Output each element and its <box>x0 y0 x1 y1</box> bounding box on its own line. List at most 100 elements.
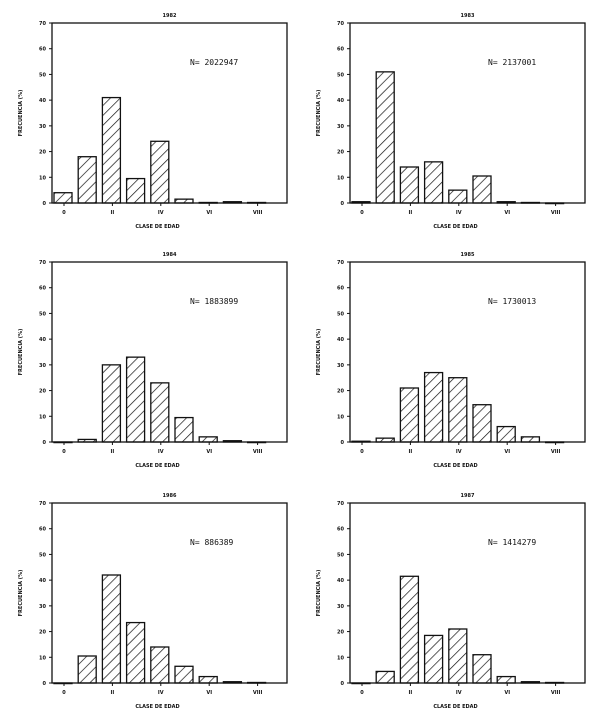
chart-title: 1987 <box>461 493 475 499</box>
y-tick-label: 30 <box>39 363 46 369</box>
x-tick-label: IV <box>158 210 164 216</box>
sample-size-annotation: N= 1730013 <box>488 297 536 306</box>
bar-V <box>472 175 492 204</box>
bar-IV <box>150 382 170 443</box>
y-tick-label: 0 <box>43 681 47 687</box>
y-tick-label: 10 <box>39 414 46 420</box>
bar-IV <box>448 189 468 204</box>
chart-panel: 1985 N= 1730013 0 10 20 30 40 50 60 70 0 II IV VI VIII… <box>316 252 586 469</box>
x-tick-label: VI <box>206 690 212 696</box>
bar-III <box>125 621 146 684</box>
y-tick-label: 70 <box>39 21 46 27</box>
chart-panel: 1983 N= 2137001 0 10 20 30 40 50 60 70 0 II IV VI VIII… <box>316 13 586 230</box>
chart-title: 1986 <box>163 493 177 499</box>
x-tick-label: VIII <box>253 449 263 455</box>
bar-V <box>174 665 194 684</box>
x-axis-label: CLASE DE EDAD <box>135 224 179 230</box>
y-tick-label: 0 <box>43 201 47 207</box>
y-tick-label: 70 <box>39 501 46 507</box>
y-tick-label: 40 <box>39 98 46 104</box>
y-tick-label: 10 <box>39 175 46 181</box>
y-tick-label: 60 <box>39 47 46 53</box>
y-tick-label: 20 <box>39 389 46 395</box>
y-tick-label: 0 <box>341 440 345 446</box>
bar-VI <box>198 436 218 443</box>
bar-VII <box>520 436 541 443</box>
x-tick-label: VIII <box>253 210 263 216</box>
x-tick-label: 0 <box>360 690 364 696</box>
bar-0 <box>53 192 73 204</box>
x-tick-label: VIII <box>551 210 561 216</box>
y-tick-label: 70 <box>337 501 344 507</box>
plot-frame <box>51 261 288 443</box>
x-tick-label: 0 <box>62 210 66 216</box>
chart-panel: 1982 N= 2022947 0 10 20 30 40 50 60 70 0 II IV VI VIII… <box>18 13 288 230</box>
bar-III <box>125 177 146 204</box>
chart-title: 1983 <box>461 13 475 19</box>
plot-frame <box>349 261 586 443</box>
y-tick-label: 10 <box>337 414 344 420</box>
y-tick-label: 20 <box>337 150 344 156</box>
bar-I <box>77 655 97 684</box>
x-tick-label: II <box>409 690 413 696</box>
y-tick-label: 20 <box>39 150 46 156</box>
bar-II <box>399 387 420 443</box>
y-tick-label: 20 <box>337 389 344 395</box>
bar-III <box>423 371 444 443</box>
chart-panel: 1986 N= 886389 0 10 20 30 40 50 60 70 0 II IV VI VIII C… <box>18 493 288 710</box>
bar-III <box>423 161 444 204</box>
y-tick-label: 20 <box>337 630 344 636</box>
bar-I <box>375 670 395 684</box>
y-tick-label: 70 <box>337 21 344 27</box>
y-tick-label: 10 <box>337 655 344 661</box>
x-tick-label: II <box>111 449 115 455</box>
y-tick-label: 10 <box>39 655 46 661</box>
x-axis-label: CLASE DE EDAD <box>135 463 179 469</box>
y-tick-label: 10 <box>337 175 344 181</box>
bar-VI <box>198 675 218 684</box>
x-tick-label: IV <box>456 690 462 696</box>
chart-panel: 1984 N= 1883899 0 10 20 30 40 50 60 70 0 II IV VI VIII… <box>18 252 288 469</box>
plot-frame <box>349 22 586 204</box>
sample-size-annotation: N= 1414279 <box>488 538 536 547</box>
x-tick-label: II <box>111 210 115 216</box>
y-axis-label: FRECUENCIA (%) <box>316 90 322 137</box>
bar-II <box>101 574 122 684</box>
x-tick-label: 0 <box>62 690 66 696</box>
bar-I <box>77 156 97 204</box>
x-tick-label: 0 <box>360 449 364 455</box>
y-tick-label: 50 <box>39 552 46 558</box>
bar-IV <box>150 646 170 684</box>
y-tick-label: 30 <box>337 124 344 130</box>
y-tick-label: 0 <box>341 201 345 207</box>
x-axis-label: CLASE DE EDAD <box>433 224 477 230</box>
y-tick-label: 40 <box>337 337 344 343</box>
bar-IV <box>448 628 468 684</box>
y-tick-label: 0 <box>341 681 345 687</box>
y-tick-label: 30 <box>337 604 344 610</box>
x-tick-label: IV <box>456 449 462 455</box>
y-tick-label: 70 <box>337 260 344 266</box>
x-tick-label: II <box>409 210 413 216</box>
bar-I <box>375 71 395 204</box>
bar-IV <box>448 377 468 443</box>
y-tick-label: 60 <box>39 527 46 533</box>
chart-title: 1985 <box>461 252 475 258</box>
bar-VI <box>496 675 516 684</box>
sample-size-annotation: N= 886389 <box>190 538 234 547</box>
y-axis-label: FRECUENCIA (%) <box>18 90 24 137</box>
bar-II <box>101 96 122 204</box>
y-tick-label: 30 <box>337 363 344 369</box>
y-tick-label: 30 <box>39 604 46 610</box>
y-tick-label: 50 <box>39 72 46 78</box>
bar-III <box>125 356 146 443</box>
bar-V <box>174 416 194 443</box>
x-tick-label: 0 <box>360 210 364 216</box>
chart-title: 1984 <box>163 252 177 258</box>
y-tick-label: 50 <box>337 552 344 558</box>
y-tick-label: 0 <box>43 440 47 446</box>
y-tick-label: 60 <box>337 286 344 292</box>
y-tick-label: 60 <box>39 286 46 292</box>
y-axis-label: FRECUENCIA (%) <box>18 329 24 376</box>
